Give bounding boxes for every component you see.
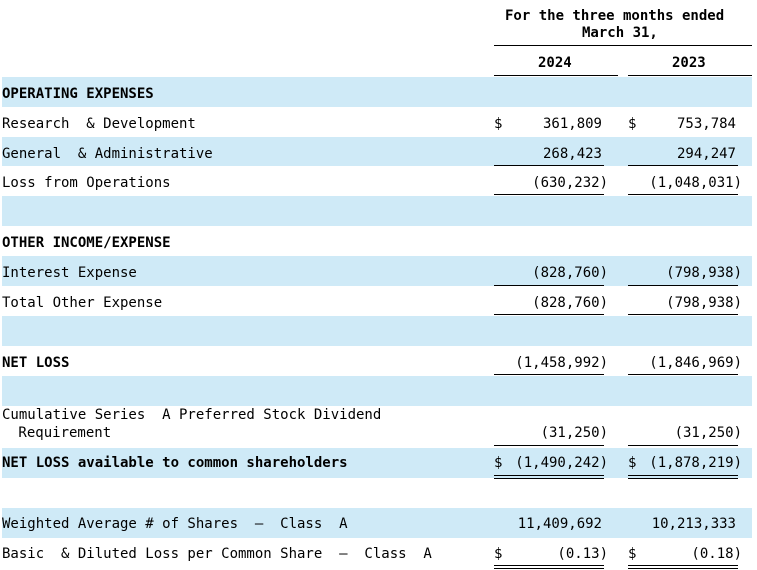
column-header-2023-rule <box>628 75 752 76</box>
column-header-2024-rule <box>494 75 618 76</box>
net-loss-common-currency-2024: $ <box>494 455 503 471</box>
net-loss-common-label: NET LOSS available to common shareholder… <box>2 455 348 471</box>
band-empty-3 <box>2 376 752 406</box>
net-loss-common-2023: (1,878,219) <box>649 455 742 471</box>
gna-rule-2023 <box>628 165 738 166</box>
total-other-expense-2023: (798,938) <box>666 295 742 311</box>
band-interest <box>2 256 752 286</box>
total-other-expense-2024: (828,760) <box>532 295 608 311</box>
dividend-label-line2: Requirement <box>10 425 112 441</box>
period-header-line2: March 31, <box>582 25 658 41</box>
eps-2024: (0.13) <box>557 546 608 562</box>
eps-currency-2023: $ <box>628 546 637 562</box>
weighted-average-shares-2023: 10,213,333 <box>651 516 736 532</box>
net-loss-common-double-rule-2023 <box>628 475 738 479</box>
band-wavg-shares <box>2 508 752 538</box>
eps-2023: (0.18) <box>691 546 742 562</box>
rnd-label: Research & Development <box>2 116 196 132</box>
dividend-2023: (31,250) <box>674 425 742 441</box>
eps-label: Basic & Diluted Loss per Common Share – … <box>2 546 432 562</box>
interest-expense-rule-2023 <box>628 285 738 286</box>
gna-rule-2024 <box>494 165 604 166</box>
column-header-2024: 2024 <box>538 55 572 71</box>
rnd-currency-2023: $ <box>628 116 637 132</box>
column-header-2023: 2023 <box>672 55 706 71</box>
dividend-2024: (31,250) <box>540 425 608 441</box>
net-loss-label: NET LOSS <box>2 355 70 371</box>
gna-value-2023: 294,247 <box>676 146 736 162</box>
dividend-rule-2024 <box>494 445 604 446</box>
weighted-average-shares-2024: 11,409,692 <box>517 516 602 532</box>
band-gna <box>2 137 752 166</box>
interest-expense-2023: (798,938) <box>666 265 742 281</box>
rnd-value-2024: 361,809 <box>542 116 602 132</box>
net-loss-rule-2023 <box>628 374 738 375</box>
period-header-line1: For the three months ended <box>505 8 725 24</box>
other-income-expense-heading: OTHER INCOME/EXPENSE <box>2 235 171 251</box>
rnd-value-2023: 753,784 <box>676 116 736 132</box>
band-net-loss-common <box>2 448 752 478</box>
interest-expense-rule-2024 <box>494 285 604 286</box>
net-loss-2024: (1,458,992) <box>515 355 608 371</box>
eps-double-rule-2024 <box>494 565 604 569</box>
total-other-expense-rule-2023 <box>628 314 738 315</box>
loss-from-operations-rule-2023 <box>628 194 738 195</box>
period-header-rule <box>494 45 752 46</box>
dividend-rule-2023 <box>628 445 738 446</box>
weighted-average-shares-label: Weighted Average # of Shares – Class A <box>2 516 348 532</box>
band-empty-1 <box>2 196 752 226</box>
loss-from-operations-rule-2024 <box>494 194 604 195</box>
net-loss-rule-2024 <box>494 374 604 375</box>
interest-expense-label: Interest Expense <box>2 265 137 281</box>
gna-value-2024: 268,423 <box>542 146 602 162</box>
net-loss-common-double-rule-2024 <box>494 475 604 479</box>
loss-from-operations-2024: (630,232) <box>532 175 608 191</box>
interest-expense-2024: (828,760) <box>532 265 608 281</box>
net-loss-common-currency-2023: $ <box>628 455 637 471</box>
operating-expenses-heading: OPERATING EXPENSES <box>2 86 154 102</box>
rnd-currency-2024: $ <box>494 116 503 132</box>
net-loss-common-2024: (1,490,242) <box>515 455 608 471</box>
net-loss-2023: (1,846,969) <box>649 355 742 371</box>
total-other-expense-label: Total Other Expense <box>2 295 163 311</box>
eps-double-rule-2023 <box>628 565 738 569</box>
gna-label: General & Administrative <box>2 146 213 162</box>
loss-from-operations-label: Loss from Operations <box>2 175 171 191</box>
loss-from-operations-2023: (1,048,031) <box>649 175 742 191</box>
total-other-expense-rule-2024 <box>494 314 604 315</box>
eps-currency-2024: $ <box>494 546 503 562</box>
band-empty-2 <box>2 316 752 346</box>
dividend-label-line1: Cumulative Series A Preferred Stock Divi… <box>2 407 382 423</box>
band-opex-heading <box>2 77 752 107</box>
